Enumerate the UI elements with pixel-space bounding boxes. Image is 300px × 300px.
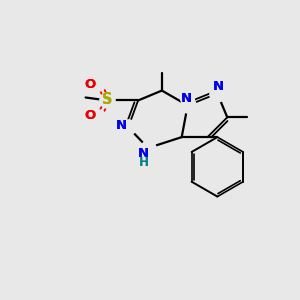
Text: N: N	[116, 119, 127, 132]
Text: O: O	[84, 109, 95, 122]
Text: O: O	[84, 109, 95, 122]
Text: N: N	[181, 92, 192, 105]
Text: N: N	[181, 92, 192, 105]
Text: S: S	[102, 92, 112, 107]
Text: O: O	[84, 78, 95, 91]
Text: H: H	[140, 156, 148, 170]
Text: S: S	[102, 92, 112, 107]
Text: O: O	[84, 78, 95, 91]
Text: N: N	[137, 148, 148, 160]
Text: N: N	[213, 80, 224, 93]
Text: H: H	[139, 156, 149, 170]
Text: N: N	[137, 148, 148, 160]
Text: N: N	[116, 119, 127, 132]
Text: N: N	[213, 80, 224, 93]
